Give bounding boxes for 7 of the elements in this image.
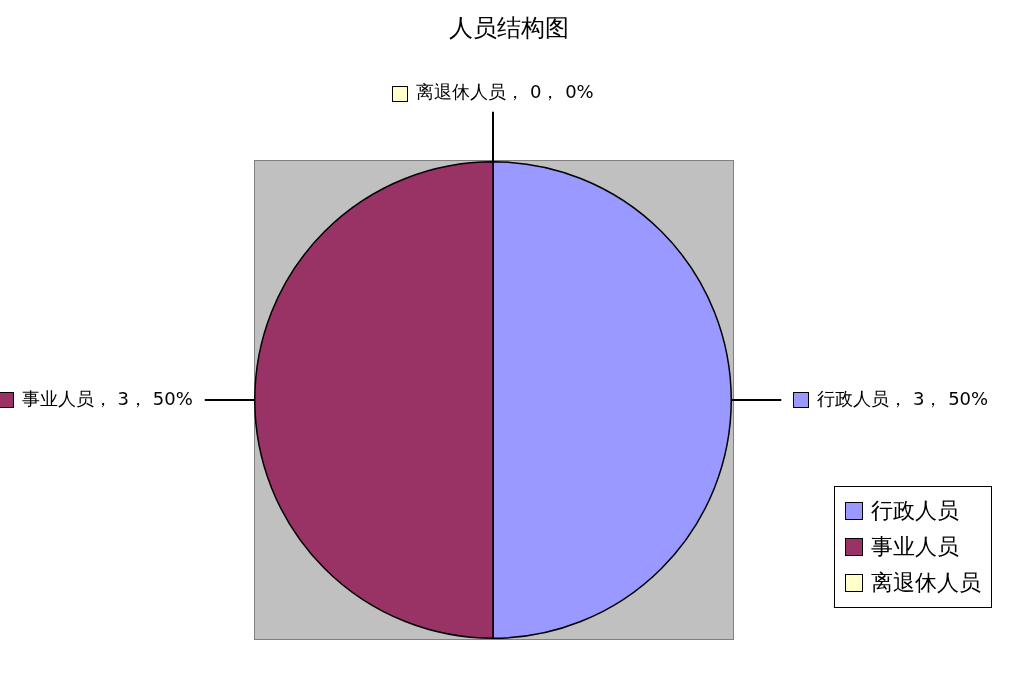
chart-title: 人员结构图 [447, 13, 570, 44]
text: 离退休人员， 0， 0% [416, 81, 594, 103]
legend-label: 行政人员 [871, 497, 959, 525]
legend-label: 离退休人员 [871, 569, 981, 597]
data-label: 行政人员， 3， 50% [817, 387, 989, 409]
data-label: 事业人员， 3， 50% [21, 387, 193, 409]
legend-label: 事业人员 [871, 533, 959, 561]
